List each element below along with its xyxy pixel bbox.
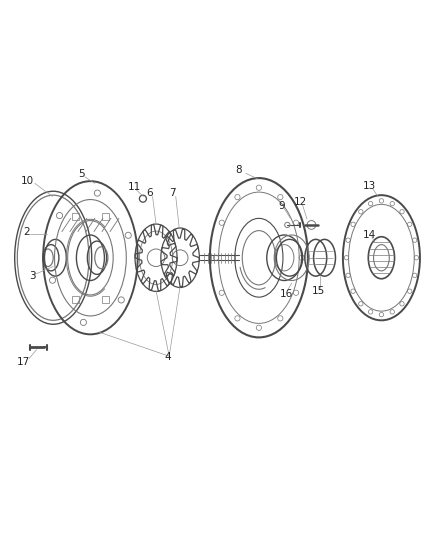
Text: 15: 15	[311, 286, 324, 296]
Bar	[72, 296, 79, 303]
Bar	[102, 213, 109, 220]
Text: 9: 9	[278, 201, 284, 211]
Text: 6: 6	[146, 189, 152, 198]
Bar	[72, 213, 79, 220]
Text: 17: 17	[17, 357, 30, 367]
Text: 5: 5	[78, 169, 85, 179]
Text: 14: 14	[362, 230, 375, 240]
Bar	[102, 296, 109, 303]
Text: 16: 16	[279, 289, 292, 298]
Text: 12: 12	[293, 197, 307, 207]
Text: 11: 11	[127, 182, 141, 192]
Text: 8: 8	[234, 165, 241, 175]
Text: 3: 3	[29, 271, 35, 281]
Text: 4: 4	[164, 352, 171, 362]
Text: 13: 13	[362, 181, 375, 190]
Text: 10: 10	[20, 176, 33, 186]
Text: 7: 7	[169, 189, 176, 198]
Text: 2: 2	[24, 228, 30, 237]
